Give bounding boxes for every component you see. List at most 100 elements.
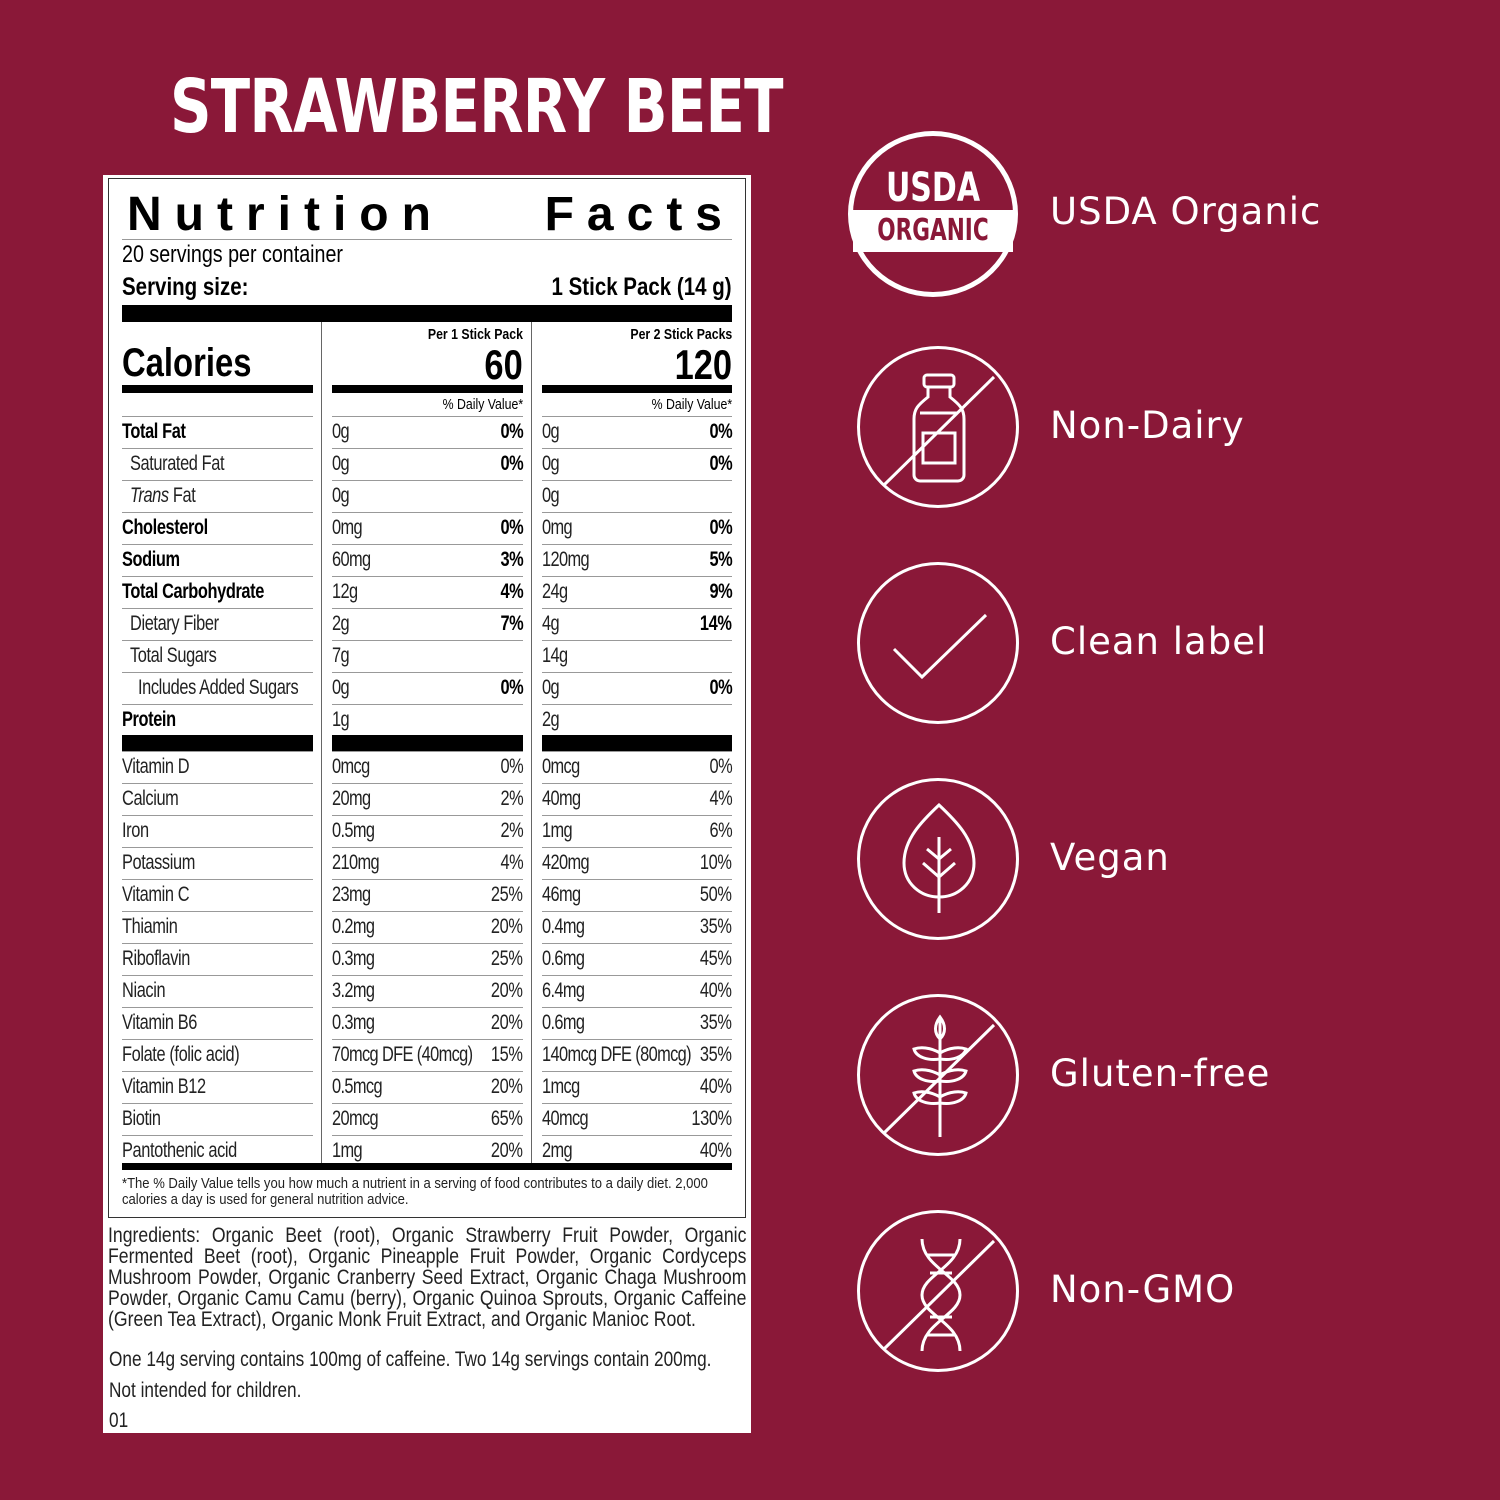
row-divider <box>542 943 732 944</box>
nutrient-amount: 0g <box>332 420 350 443</box>
nutrient-name: Saturated Fat <box>130 452 225 475</box>
nutrient-dv-percent: 9% <box>709 580 732 603</box>
row-divider <box>332 1103 523 1104</box>
row-divider <box>122 544 313 545</box>
nutrient-name: Total Sugars <box>130 644 217 667</box>
nutrient-amount: 0.5mg <box>332 819 375 842</box>
thick-bar <box>122 305 732 322</box>
badge-label-vegan: Vegan <box>1050 836 1170 879</box>
nutrient-name: Sodium <box>122 548 180 571</box>
nutrient-dv-percent: 0% <box>500 755 523 778</box>
row-divider <box>542 544 732 545</box>
nutrient-dv-percent: 65% <box>491 1107 523 1130</box>
nutrient-name: Protein <box>122 708 176 731</box>
row-divider <box>332 975 523 976</box>
row-divider <box>542 879 732 880</box>
column-divider <box>321 322 322 1164</box>
nutrient-dv-percent: 0% <box>709 516 732 539</box>
nutrient-dv-percent: 35% <box>700 1043 732 1066</box>
nutrient-dv-percent: 4% <box>500 851 523 874</box>
nutrient-dv-percent: 5% <box>709 548 732 571</box>
row-divider <box>332 1135 523 1136</box>
children-note: Not intended for children. <box>109 1379 302 1402</box>
row-divider <box>332 448 523 449</box>
nutrient-amount: 70mcg DFE (40mcg) <box>332 1043 473 1066</box>
nutrient-amount: 2mg <box>542 1139 573 1162</box>
row-divider <box>542 975 732 976</box>
nutrient-amount: 1mg <box>542 819 573 842</box>
nutrient-dv-percent: 20% <box>491 1075 523 1098</box>
nutrient-dv-percent: 7% <box>500 612 523 635</box>
row-divider <box>122 672 313 673</box>
nutrition-facts-panel: Nutrition Facts 20 servings per containe… <box>108 178 746 1218</box>
nutrient-amount: 0mcg <box>332 755 370 778</box>
row-divider <box>542 704 732 705</box>
nutrient-dv-percent: 20% <box>491 915 523 938</box>
nutrient-name: Pantothenic acid <box>122 1139 237 1162</box>
row-divider <box>542 416 732 417</box>
nutrient-amount: 0g <box>332 484 350 507</box>
medium-bar <box>122 385 313 393</box>
row-divider <box>332 704 523 705</box>
medium-bar <box>542 385 732 393</box>
seal-top-text: USDA <box>885 165 981 211</box>
nutrient-amount: 40mcg <box>542 1107 589 1130</box>
row-divider <box>122 975 313 976</box>
nutrient-name: Vitamin B6 <box>122 1011 198 1034</box>
nutrient-amount: 20mg <box>332 787 371 810</box>
nutrient-amount: 60mg <box>332 548 371 571</box>
calories-label: Calories <box>122 341 252 385</box>
nutrient-dv-percent: 6% <box>709 819 732 842</box>
nutrient-dv-percent: 3% <box>500 548 523 571</box>
nutrient-amount: 0.6mg <box>542 947 585 970</box>
nutrient-amount: 6.4mg <box>542 979 585 1002</box>
nutrient-amount: 0.4mg <box>542 915 585 938</box>
nutrient-amount: 140mcg DFE (80mcg) <box>542 1043 692 1066</box>
badge-label-gluten-free: Gluten-free <box>1050 1052 1271 1095</box>
medium-bar <box>332 385 523 393</box>
row-divider <box>332 815 523 816</box>
badge-label-clean-label: Clean label <box>1050 620 1268 663</box>
row-divider <box>122 512 313 513</box>
row-divider <box>542 1071 732 1072</box>
nutrient-amount: 0mcg <box>542 755 580 778</box>
nutrient-amount: 24g <box>542 580 568 603</box>
bottom-bar <box>122 1163 732 1170</box>
row-divider <box>542 1135 732 1136</box>
nutrient-amount: 0mg <box>332 516 363 539</box>
nutrient-amount: 1g <box>332 708 350 731</box>
nutrient-name: Riboflavin <box>122 947 191 970</box>
nutrient-name: Folate (folic acid) <box>122 1043 240 1066</box>
nutrient-dv-percent: 15% <box>491 1043 523 1066</box>
nutrient-name: Calcium <box>122 787 179 810</box>
nutrient-amount: 3.2mg <box>332 979 375 1002</box>
nutrient-amount: 0g <box>542 452 560 475</box>
nutrient-amount: 0.6mg <box>542 1011 585 1034</box>
nutrient-name: Cholesterol <box>122 516 208 539</box>
column-divider <box>531 322 532 1164</box>
divider <box>122 239 732 240</box>
nutrient-dv-percent: 130% <box>691 1107 733 1130</box>
nutrient-dv-percent: 20% <box>491 979 523 1002</box>
col1-calories: 60 <box>484 341 523 388</box>
nutrient-name: Iron <box>122 819 149 842</box>
row-divider <box>542 480 732 481</box>
no-wheat-icon <box>857 994 1019 1156</box>
nutrient-dv-percent: 20% <box>491 1139 523 1162</box>
nutrient-dv-percent: 4% <box>709 787 732 810</box>
nutrient-amount: 120mg <box>542 548 590 571</box>
nutrient-dv-percent: 35% <box>700 915 732 938</box>
nutrient-amount: 2g <box>332 612 350 635</box>
nutrient-dv-percent: 0% <box>500 516 523 539</box>
col2-dv-header: % Daily Value* <box>651 396 732 413</box>
nutrient-dv-percent: 4% <box>500 580 523 603</box>
no-dna-icon <box>857 1210 1019 1372</box>
nutrient-dv-percent: 25% <box>491 883 523 906</box>
nutrient-name: Total Fat <box>122 420 186 443</box>
row-divider <box>542 672 732 673</box>
nutrient-dv-percent: 20% <box>491 1011 523 1034</box>
row-divider <box>332 911 523 912</box>
row-divider <box>122 943 313 944</box>
row-divider <box>332 672 523 673</box>
nutrient-amount: 0g <box>542 676 560 699</box>
